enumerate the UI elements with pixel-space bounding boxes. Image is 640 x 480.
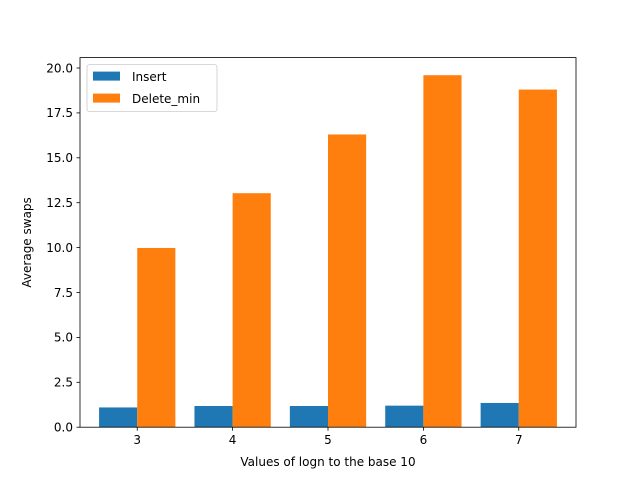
bar-insert-3 bbox=[99, 407, 138, 428]
bar-insert-6 bbox=[385, 405, 424, 428]
bar-delete-min-4 bbox=[232, 193, 271, 428]
bars-layer bbox=[99, 75, 557, 428]
y-tick-label: 20.0 bbox=[46, 61, 73, 75]
y-axis: 0.0 2.5 5.0 7.5 10.0 12.5 15.0 17.5 20.0 bbox=[46, 61, 80, 435]
x-tick-label: 4 bbox=[229, 433, 237, 447]
y-tick-label: 5.0 bbox=[54, 331, 73, 345]
x-tick-label: 5 bbox=[324, 433, 332, 447]
y-tick-label: 17.5 bbox=[46, 106, 73, 120]
y-axis-label: Average swaps bbox=[20, 197, 34, 287]
y-tick-label: 15.0 bbox=[46, 151, 73, 165]
y-tick-label: 10.0 bbox=[46, 241, 73, 255]
x-axis: 3 4 5 6 7 bbox=[133, 427, 523, 447]
legend-swatch bbox=[93, 71, 120, 81]
bar-delete-min-5 bbox=[328, 134, 367, 428]
bar-insert-4 bbox=[194, 406, 233, 428]
x-tick-label: 7 bbox=[515, 433, 523, 447]
legend-label: Insert bbox=[132, 70, 167, 84]
x-tick-label: 6 bbox=[420, 433, 428, 447]
x-tick-label: 3 bbox=[133, 433, 141, 447]
y-tick-label: 7.5 bbox=[54, 286, 73, 300]
x-axis-label: Values of logn to the base 10 bbox=[240, 455, 415, 469]
legend-label: Delete_min bbox=[132, 92, 200, 106]
bar-delete-min-3 bbox=[137, 247, 176, 428]
bar-delete-min-6 bbox=[423, 75, 462, 428]
legend-swatch bbox=[93, 93, 120, 103]
y-tick-label: 0.0 bbox=[54, 421, 73, 435]
y-tick-label: 12.5 bbox=[46, 196, 73, 210]
y-tick-label: 2.5 bbox=[54, 376, 73, 390]
bar-insert-7 bbox=[480, 402, 519, 428]
bar-insert-5 bbox=[289, 406, 328, 428]
bar-delete-min-7 bbox=[518, 89, 557, 428]
legend: Insert Delete_min bbox=[86, 64, 218, 112]
